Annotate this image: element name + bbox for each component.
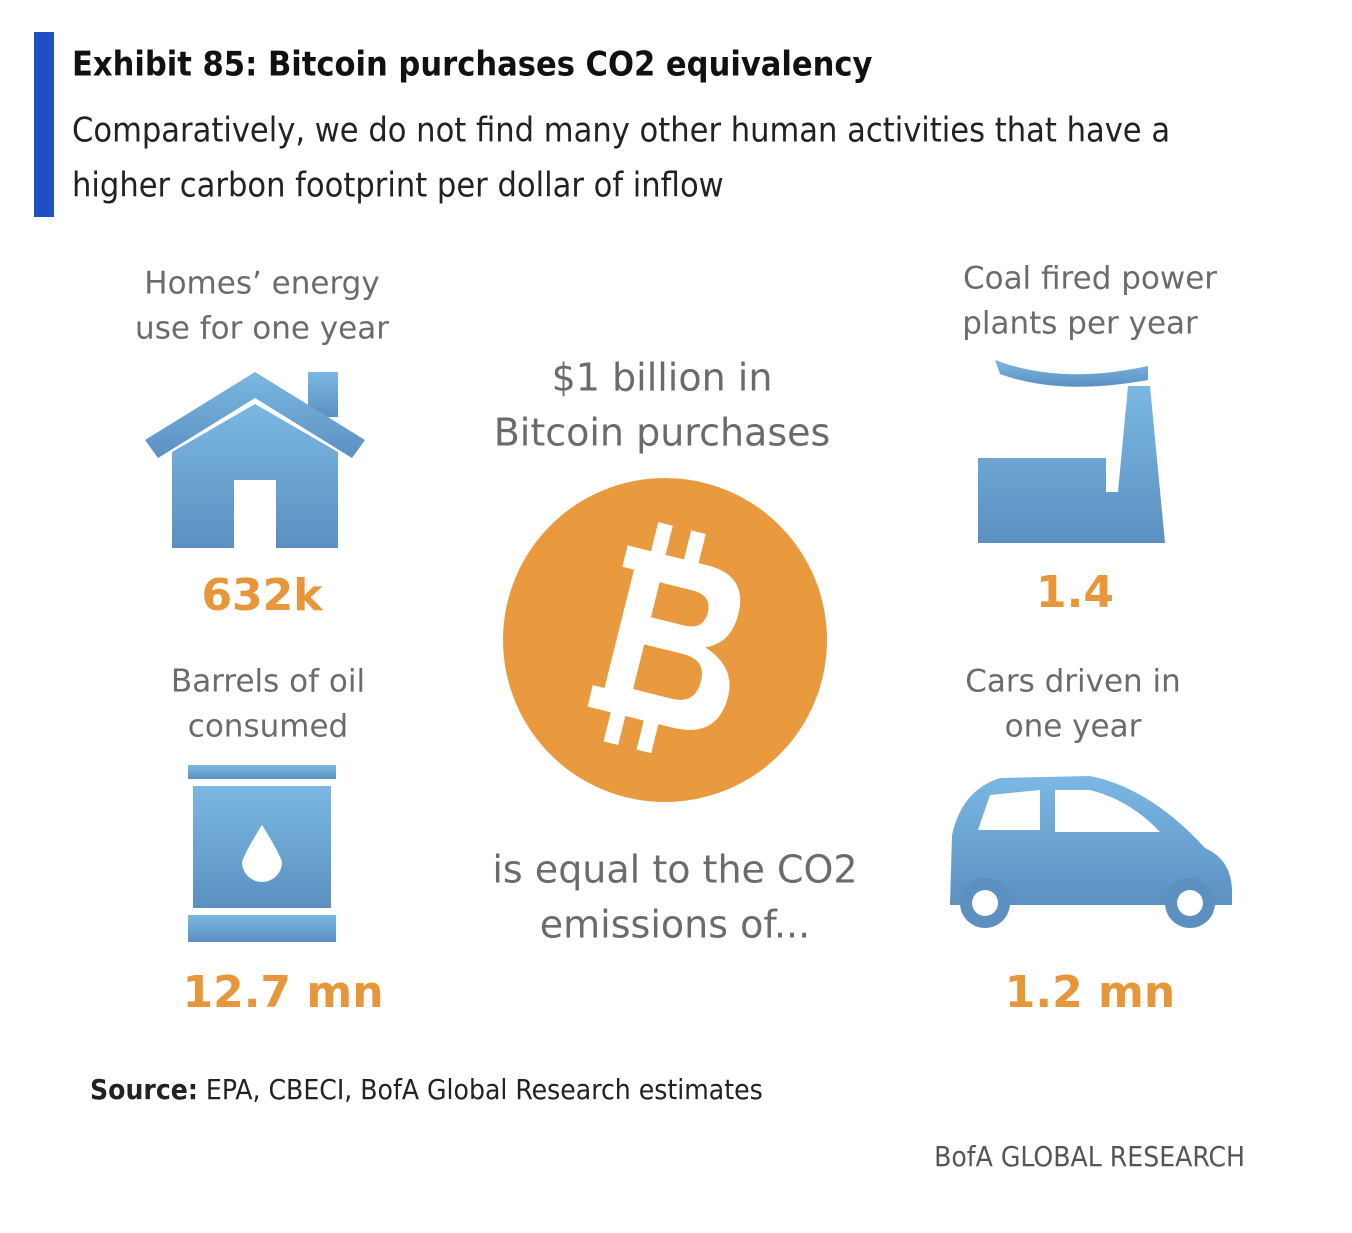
bitcoin-symbol <box>587 522 741 754</box>
factory-icon <box>978 360 1165 543</box>
center-text: emissions of... <box>540 903 810 947</box>
item-value: 1.4 <box>1036 567 1114 618</box>
item-label: use for one year <box>135 311 389 347</box>
item-label: one year <box>1005 709 1142 745</box>
item-label: plants per year <box>962 306 1198 342</box>
item-value: 632k <box>201 570 324 621</box>
source: Source: EPA, CBECI, BofA Global Research … <box>90 1073 763 1106</box>
center-text: Bitcoin purchases <box>494 411 831 455</box>
house-icon <box>145 372 365 548</box>
brand: BofA GLOBAL RESEARCH <box>934 1140 1245 1173</box>
subtitle: higher carbon footprint per dollar of in… <box>72 166 724 206</box>
item-label: consumed <box>188 709 348 745</box>
item-value: 1.2 mn <box>1005 967 1175 1018</box>
accent-bar <box>34 32 54 217</box>
source-text: EPA, CBECI, BofA Global Research estimat… <box>206 1073 763 1106</box>
barrel-icon <box>188 765 336 942</box>
source-label: Source: <box>90 1073 198 1106</box>
title: Exhibit 85: Bitcoin purchases CO2 equiva… <box>72 45 873 85</box>
car-icon <box>950 776 1232 928</box>
center-text: is equal to the CO2 <box>492 848 857 892</box>
center-text: $1 billion in <box>552 356 773 400</box>
item-value: 12.7 mn <box>182 967 383 1018</box>
subtitle: Comparatively, we do not find many other… <box>72 111 1170 151</box>
item-label: Coal fired power <box>963 261 1217 297</box>
item-label: Homes’ energy <box>144 266 379 302</box>
item-label: Barrels of oil <box>171 664 365 700</box>
item-label: Cars driven in <box>965 664 1181 700</box>
